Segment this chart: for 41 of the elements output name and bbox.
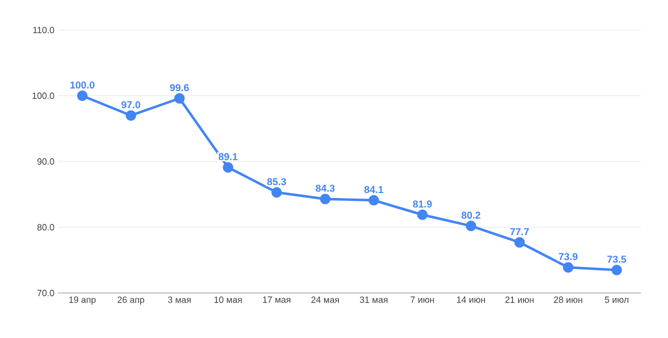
point [126, 110, 136, 121]
point [77, 90, 88, 102]
data-label: 77.7 [510, 228, 529, 236]
x-tick-label: 19 апр [69, 296, 96, 305]
x-tick-label: 14 июн [457, 296, 485, 303]
point [514, 237, 525, 248]
data-label: 85.3 [267, 178, 286, 186]
x-tick-label: 31 мая [360, 296, 388, 303]
data-label: 84.3 [316, 184, 335, 192]
x-tick-label: 24 мая [311, 296, 339, 303]
x-tick-label: 10 мая [214, 296, 242, 303]
x-tick-label: 5 июл [604, 296, 628, 303]
point [368, 195, 380, 206]
point [417, 210, 428, 220]
data-label: 84.1 [364, 186, 384, 194]
x-tick-label: 17 мая [263, 296, 290, 303]
data-label: 89.1 [218, 153, 238, 160]
y-tick-label: 90.0 [37, 158, 54, 165]
data-label: 100.0 [70, 81, 94, 89]
point [562, 262, 574, 273]
point [466, 220, 476, 232]
x-tick-label: 7 июн [410, 296, 434, 303]
data-label: 80.2 [462, 212, 480, 219]
y-tick-label: 70.0 [37, 290, 54, 296]
point [611, 264, 622, 276]
y-tick-label: 110.0 [33, 26, 54, 34]
data-label: 97.0 [121, 101, 140, 108]
point [222, 162, 234, 173]
data-label: 81.9 [412, 200, 432, 208]
data-label: 73.5 [607, 256, 626, 263]
point [271, 187, 282, 198]
point [174, 93, 185, 104]
x-tick-label: 3 мая [168, 296, 191, 303]
y-tick-label: 80.0 [37, 224, 54, 230]
x-tick-label: 26 апр [118, 296, 144, 305]
x-tick-label: 21 июн [505, 296, 534, 303]
point [320, 194, 330, 204]
data-label: 99.6 [170, 84, 189, 92]
x-tick-label: 28 июн [554, 296, 582, 303]
data-label: 73.9 [558, 253, 578, 260]
y-tick-label: 100.0 [32, 92, 54, 99]
